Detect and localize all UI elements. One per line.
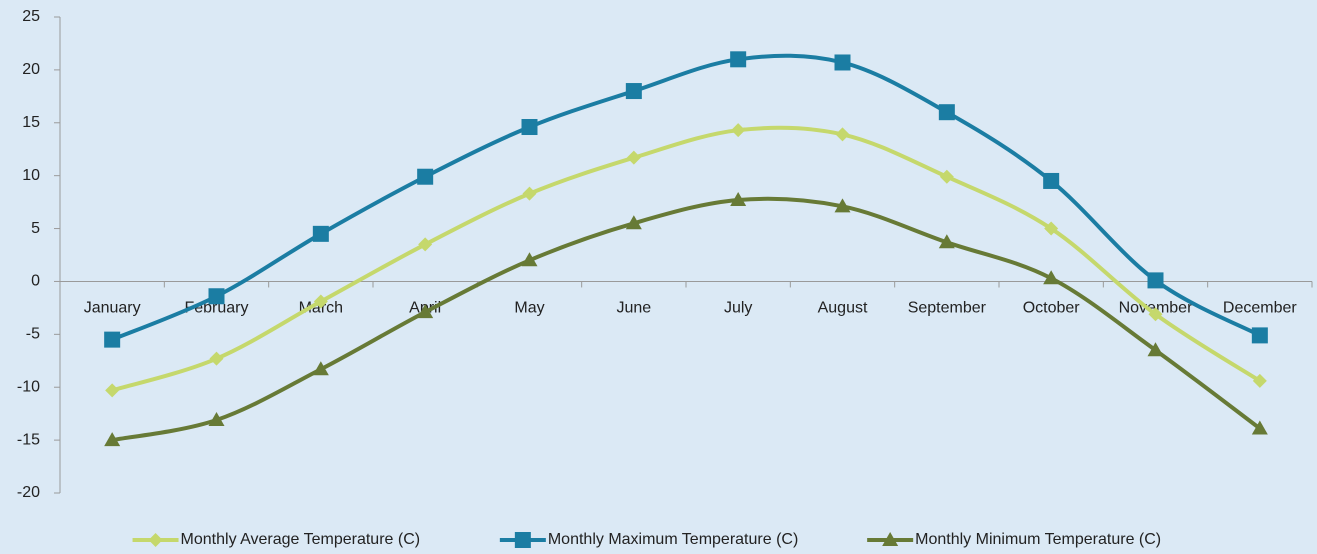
x-tick-label: June <box>616 300 651 317</box>
marker <box>418 237 433 252</box>
marker <box>208 412 225 427</box>
marker <box>522 186 537 201</box>
marker <box>938 234 955 249</box>
marker <box>834 54 851 71</box>
legend-label: Monthly Average Temperature (C) <box>181 531 421 548</box>
marker <box>939 169 954 184</box>
marker <box>1044 221 1059 236</box>
marker <box>834 198 851 213</box>
y-tick-label: 20 <box>22 61 40 78</box>
x-tick-label: July <box>724 300 752 317</box>
marker <box>730 51 747 68</box>
marker <box>882 532 899 546</box>
marker <box>148 533 163 547</box>
marker <box>1251 420 1268 435</box>
marker <box>626 150 641 165</box>
marker <box>521 119 538 136</box>
y-tick-label: -10 <box>17 378 40 395</box>
series-line <box>111 53 1261 342</box>
legend-label: Monthly Maximum Temperature (C) <box>548 531 798 548</box>
marker <box>312 225 329 242</box>
marker <box>521 252 538 267</box>
marker <box>105 383 120 398</box>
y-tick-label: 25 <box>22 8 40 25</box>
marker <box>104 432 121 447</box>
x-tick-label: May <box>514 300 544 317</box>
marker <box>1043 270 1060 285</box>
x-tick-label: January <box>84 300 141 317</box>
marker <box>625 215 642 230</box>
x-tick-label: December <box>1223 300 1297 317</box>
y-tick-label: 0 <box>31 273 40 290</box>
marker <box>312 361 329 376</box>
y-tick-label: 5 <box>31 220 40 237</box>
marker <box>313 294 328 309</box>
y-tick-label: -20 <box>17 484 40 501</box>
marker <box>514 532 531 548</box>
marker <box>938 104 955 121</box>
marker <box>417 304 434 319</box>
y-tick-label: 15 <box>22 114 40 131</box>
x-tick-label: October <box>1023 300 1081 317</box>
y-tick-label: 10 <box>22 167 40 184</box>
series-line <box>111 125 1261 393</box>
marker <box>731 123 746 138</box>
marker <box>417 168 434 185</box>
series-line <box>111 196 1262 443</box>
marker <box>1147 342 1164 357</box>
x-tick-label: August <box>818 300 868 317</box>
marker <box>1252 373 1267 388</box>
marker <box>625 83 642 100</box>
marker <box>1251 327 1268 344</box>
marker <box>104 331 121 348</box>
marker <box>209 351 224 366</box>
y-tick-label: -5 <box>26 326 40 343</box>
y-tick-label: -15 <box>17 431 40 448</box>
marker <box>730 191 747 206</box>
marker <box>1147 272 1164 289</box>
marker <box>835 127 850 142</box>
x-tick-label: September <box>908 300 987 317</box>
marker <box>1043 172 1060 189</box>
marker <box>1148 307 1163 322</box>
marker <box>208 288 225 305</box>
legend-label: Monthly Minimum Temperature (C) <box>915 531 1161 548</box>
